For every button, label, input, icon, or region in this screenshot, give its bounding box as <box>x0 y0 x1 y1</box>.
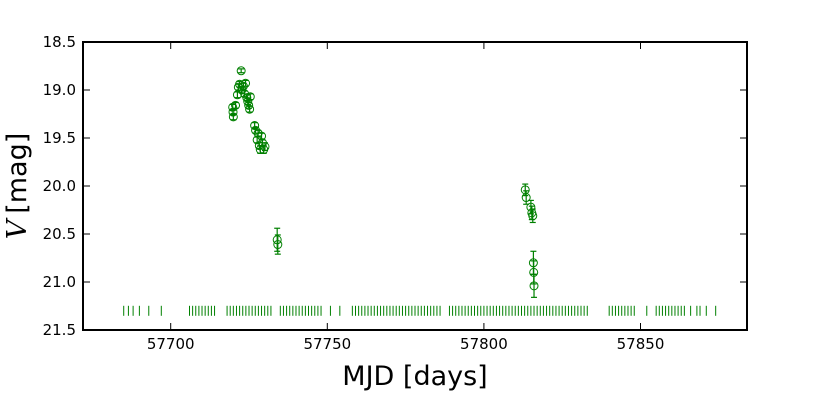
y-axis-variable: V <box>2 217 33 239</box>
data-point <box>241 78 251 88</box>
data-point <box>528 208 538 224</box>
data-point <box>250 121 260 131</box>
data-marker <box>228 112 238 122</box>
data-point <box>245 92 255 102</box>
axis-ticks: 57700 57750 57800 57850 18.5 19.0 19.5 20.0 20.5… <box>43 33 747 353</box>
data-marker <box>245 92 255 102</box>
data-point <box>272 227 282 252</box>
y-tick-label: 20.0 <box>43 177 76 195</box>
x-tick-label: 57700 <box>147 335 195 353</box>
data-marker <box>521 193 531 203</box>
y-axis-unit: [mag] <box>2 133 33 214</box>
data-marker <box>250 121 260 131</box>
data-marker <box>231 100 241 110</box>
data-point <box>232 90 242 100</box>
y-tick-label: 19.5 <box>43 129 76 147</box>
data-marker <box>260 142 270 152</box>
data-marker <box>272 235 282 245</box>
data-marker <box>273 240 283 250</box>
data-point <box>273 234 283 255</box>
data-marker <box>245 104 255 114</box>
x-tick-label: 57800 <box>460 335 508 353</box>
data-point <box>260 142 270 152</box>
y-tick-label: 21.0 <box>43 273 76 291</box>
data-marker <box>526 202 536 212</box>
data-marker <box>241 78 251 88</box>
data-marks <box>123 66 717 316</box>
y-tick-label: 20.5 <box>43 225 76 243</box>
data-point <box>245 104 255 114</box>
plot-frame <box>82 41 748 331</box>
y-tick-label: 19.0 <box>43 81 76 99</box>
data-point <box>529 273 539 298</box>
x-tick-label: 57850 <box>617 335 665 353</box>
data-marker <box>528 211 538 221</box>
y-tick-label: 18.5 <box>43 33 76 51</box>
data-marker <box>236 66 246 76</box>
y-tick-label: 21.5 <box>43 321 76 339</box>
x-axis-title: MJD [days] <box>342 361 487 392</box>
data-point <box>231 100 241 110</box>
data-marker <box>244 100 254 110</box>
data-point <box>228 112 238 122</box>
data-point <box>236 66 246 76</box>
x-tick-label: 57750 <box>303 335 351 353</box>
y-axis-title: V [mag] <box>2 133 33 240</box>
data-marker <box>529 281 539 291</box>
